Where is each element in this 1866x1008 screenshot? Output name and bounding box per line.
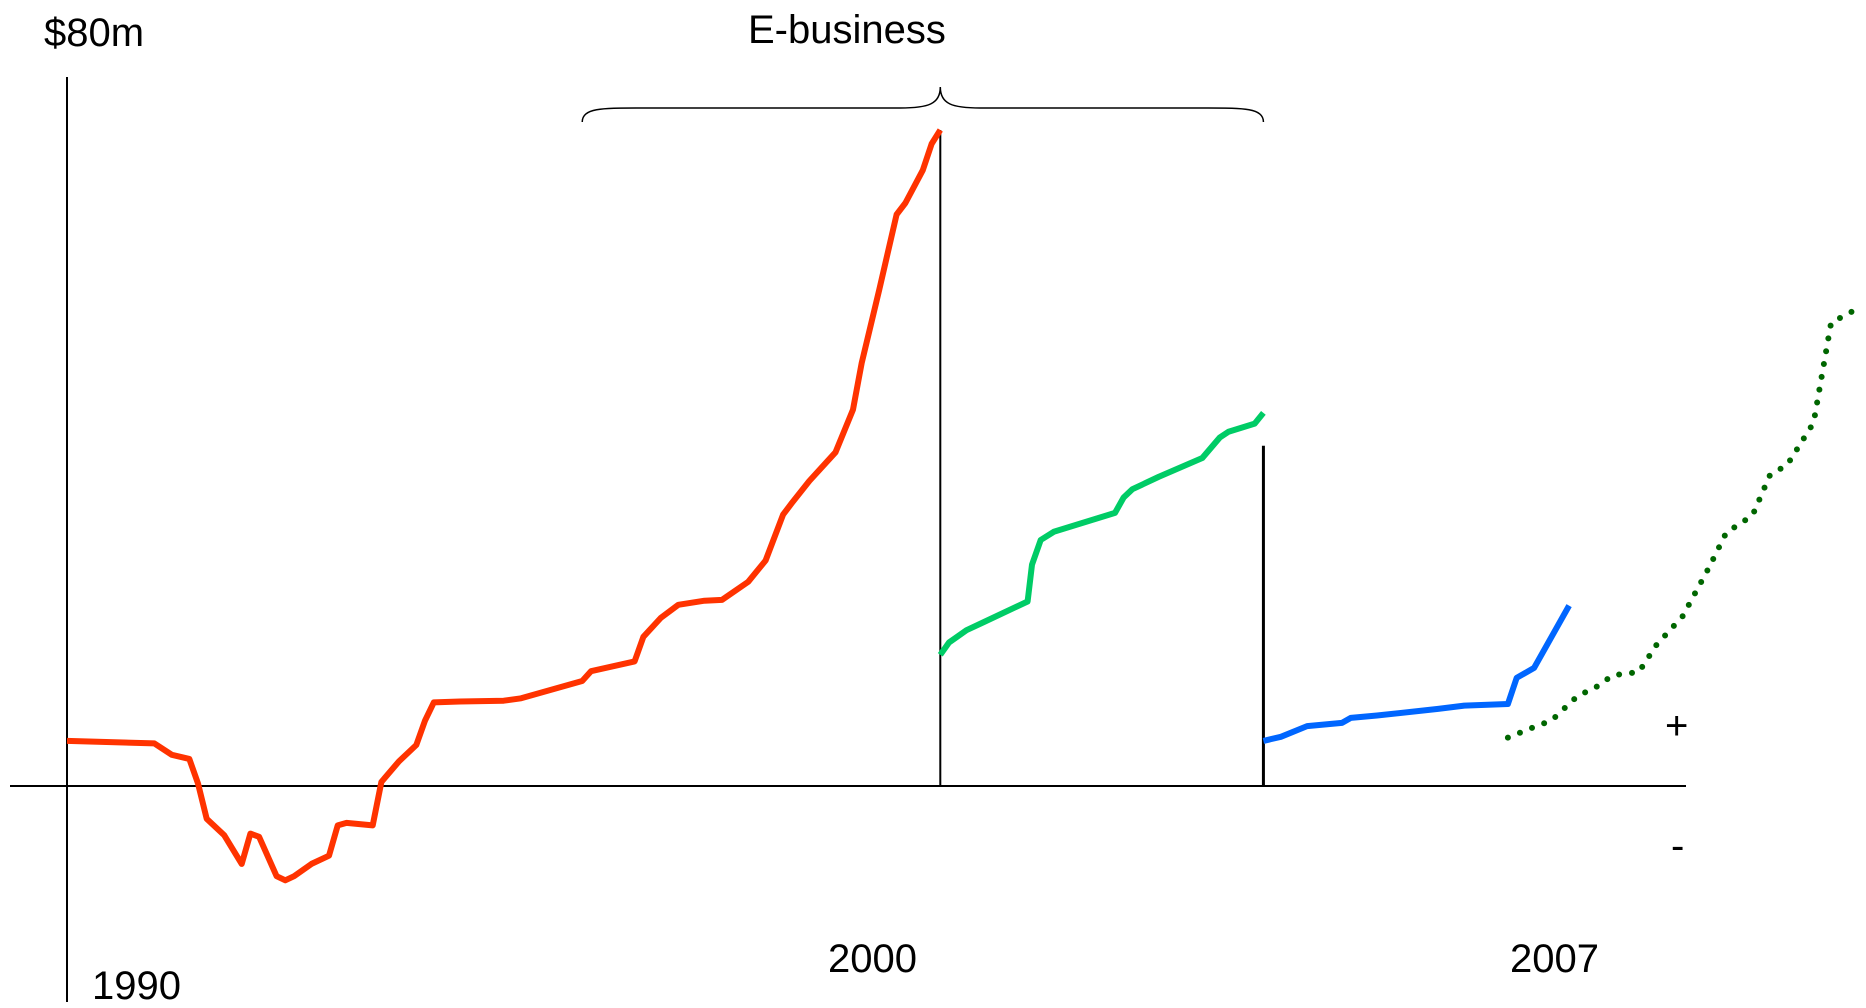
x-tick-label-2007: 2007 — [1510, 937, 1599, 981]
bracket-label: E-business — [748, 8, 946, 52]
series-line-4 — [1504, 305, 1861, 741]
plus-sign-label: + — [1665, 704, 1689, 748]
e-business-bracket — [581, 86, 1265, 123]
divider-lines — [939, 130, 1265, 786]
series-line-1 — [66, 128, 943, 884]
x-tick-label-1990: 1990 — [92, 964, 181, 1008]
y-axis-label: $80m — [44, 11, 145, 55]
series-line-2 — [937, 411, 1266, 657]
series-line-3 — [1262, 604, 1572, 744]
x-tick-label-2000: 2000 — [828, 937, 917, 981]
minus-sign-label: - — [1671, 824, 1685, 868]
series-lines — [66, 128, 1861, 884]
